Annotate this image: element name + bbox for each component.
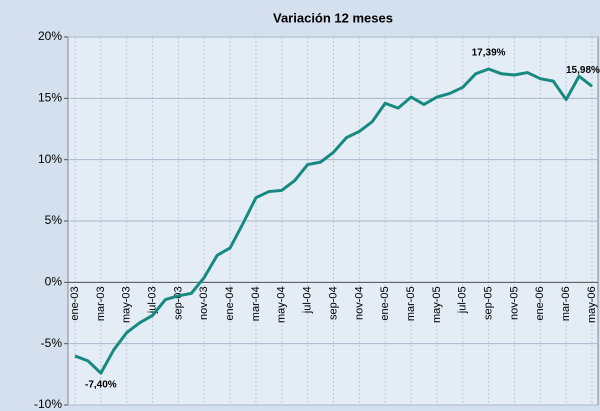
chart-title: Variación 12 meses	[273, 10, 393, 25]
x-tick-label: ene-04	[224, 286, 236, 320]
y-tick-label: -5%	[41, 336, 63, 350]
x-tick-label: ene-05	[379, 286, 391, 320]
y-tick-label: -10%	[34, 397, 62, 411]
y-tick-label: 5%	[45, 213, 63, 227]
x-tick-label: ene-06	[534, 286, 546, 320]
x-tick-label: jul-04	[302, 286, 314, 314]
x-tick-label: ene-03	[69, 286, 81, 320]
x-tick-label: nov-03	[198, 286, 210, 320]
x-tick-label: nov-04	[353, 286, 365, 320]
x-tick-label: may-06	[586, 286, 598, 323]
data-label: -7,40%	[85, 380, 117, 391]
x-tick-label: jul-03	[146, 286, 158, 314]
x-tick-label: nov-05	[508, 286, 520, 320]
y-tick-label: 15%	[38, 91, 62, 105]
y-tick-label: 20%	[38, 29, 62, 43]
data-label: 17,39%	[472, 48, 506, 59]
x-tick-label: jul-05	[457, 286, 469, 314]
x-tick-label: mar-03	[95, 286, 107, 321]
x-tick-label: sep-05	[483, 286, 495, 320]
x-tick-label: may-04	[276, 286, 288, 323]
y-tick-label: 0%	[45, 275, 63, 289]
line	[74, 67, 593, 375]
x-tick-label: sep-04	[327, 286, 339, 320]
x-tick-label: mar-06	[560, 286, 572, 321]
x-tick-label: may-03	[121, 286, 133, 323]
x-tick-label: may-05	[431, 286, 443, 323]
x-tick-label: sep-03	[172, 286, 184, 320]
x-tick-label: mar-04	[250, 286, 262, 321]
data-label: 15,98%	[566, 65, 600, 76]
x-tick-label: mar-05	[405, 286, 417, 321]
y-tick-label: 10%	[38, 152, 62, 166]
